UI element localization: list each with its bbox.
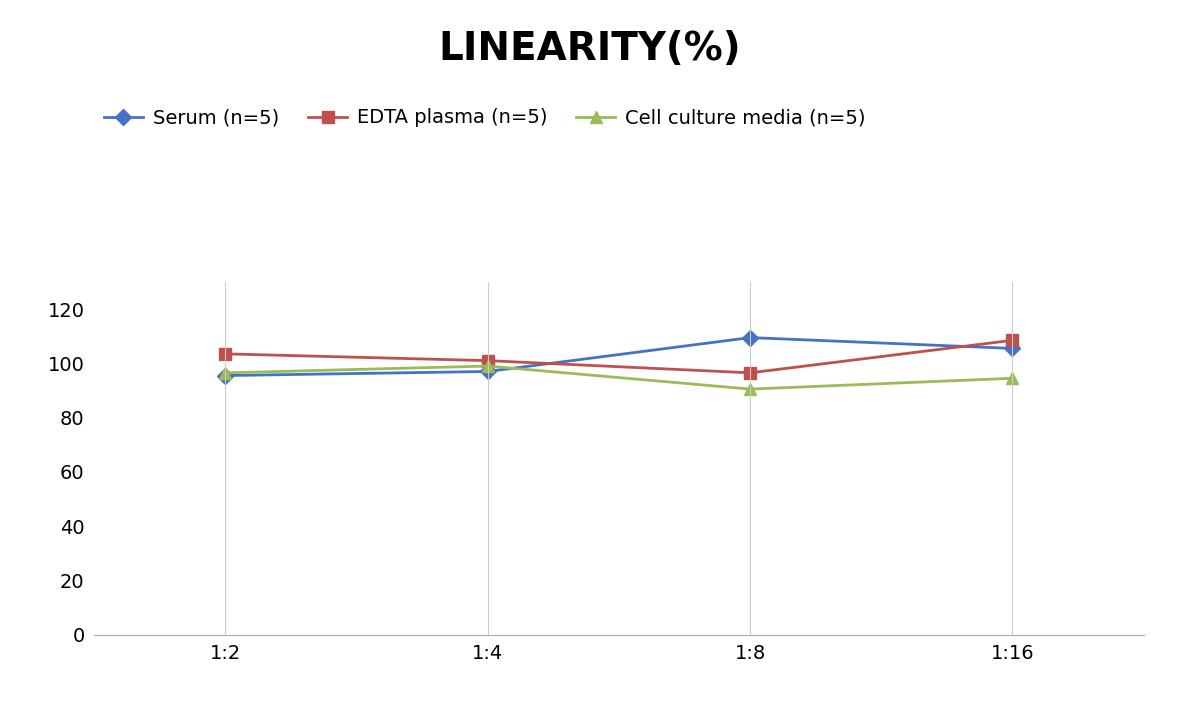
Text: LINEARITY(%): LINEARITY(%) bbox=[439, 30, 740, 68]
Cell culture media (n=5) bbox=[1006, 374, 1020, 383]
Cell culture media (n=5) bbox=[743, 385, 757, 393]
Line: Cell culture media (n=5): Cell culture media (n=5) bbox=[220, 360, 1017, 395]
Serum (n=5) bbox=[1006, 344, 1020, 352]
Line: EDTA plasma (n=5): EDTA plasma (n=5) bbox=[220, 335, 1017, 379]
Serum (n=5) bbox=[481, 367, 495, 376]
EDTA plasma (n=5) bbox=[218, 350, 232, 358]
Serum (n=5) bbox=[218, 372, 232, 380]
Legend: Serum (n=5), EDTA plasma (n=5), Cell culture media (n=5): Serum (n=5), EDTA plasma (n=5), Cell cul… bbox=[104, 109, 865, 128]
Line: Serum (n=5): Serum (n=5) bbox=[220, 332, 1017, 381]
EDTA plasma (n=5) bbox=[481, 357, 495, 365]
Serum (n=5) bbox=[743, 333, 757, 342]
EDTA plasma (n=5) bbox=[743, 369, 757, 377]
Cell culture media (n=5) bbox=[218, 369, 232, 377]
Cell culture media (n=5) bbox=[481, 362, 495, 370]
EDTA plasma (n=5) bbox=[1006, 336, 1020, 345]
